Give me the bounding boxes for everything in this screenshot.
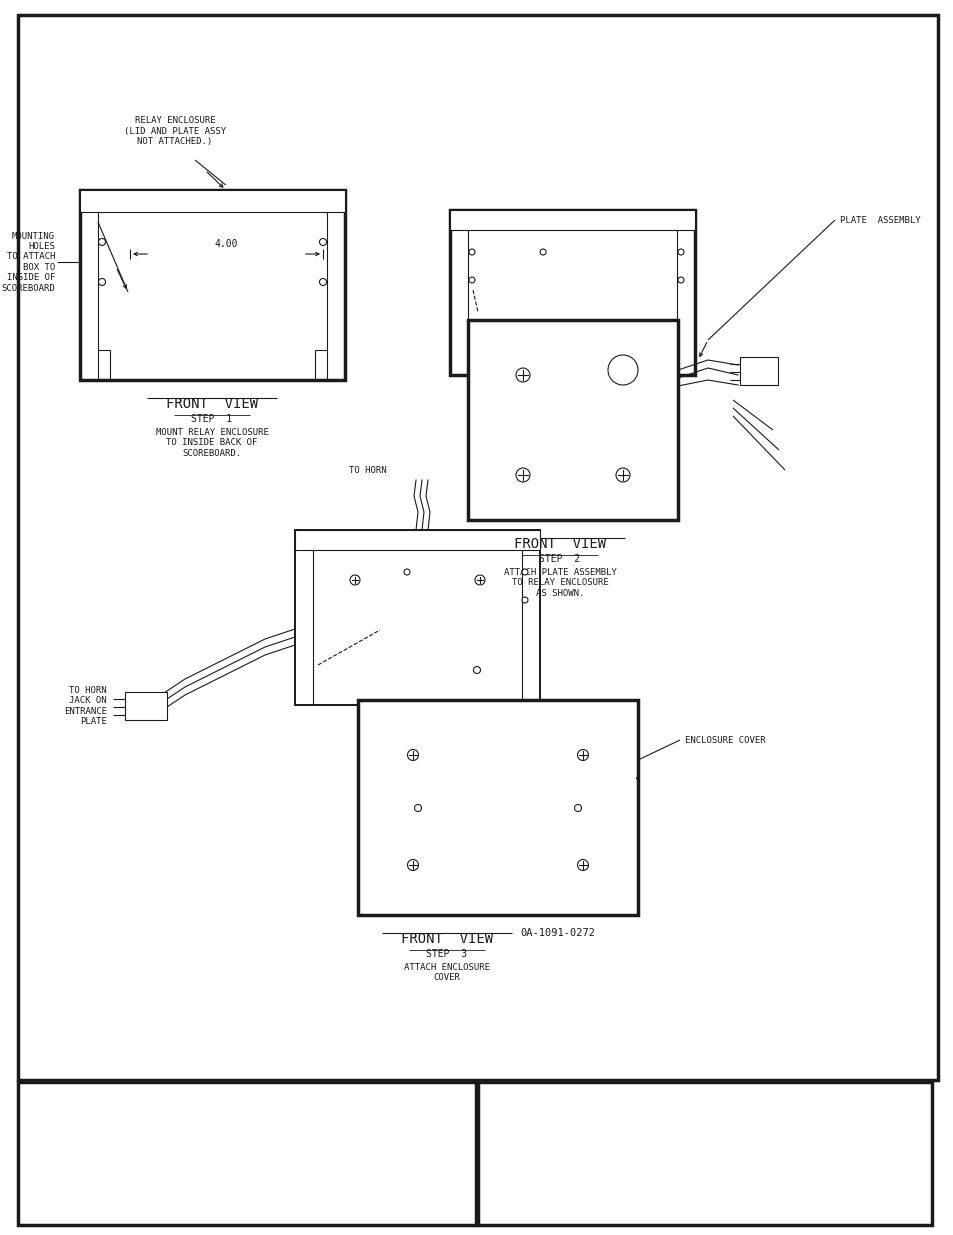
Circle shape — [607, 354, 638, 385]
Circle shape — [414, 804, 421, 811]
Text: TO HORN: TO HORN — [349, 466, 387, 474]
Circle shape — [98, 279, 106, 285]
Text: FRONT  VIEW: FRONT VIEW — [514, 537, 605, 551]
Circle shape — [539, 249, 545, 254]
Text: RELAY ENCLOSURE
(LID AND PLATE ASSY
NOT ATTACHED.): RELAY ENCLOSURE (LID AND PLATE ASSY NOT … — [124, 116, 226, 146]
Circle shape — [350, 576, 359, 585]
Circle shape — [616, 368, 629, 382]
Circle shape — [577, 750, 588, 761]
Text: STEP  2: STEP 2 — [538, 555, 580, 564]
Text: REVISION: REVISION — [482, 1179, 519, 1188]
Bar — [125, 692, 167, 720]
Bar — [477, 1082, 931, 1225]
Text: SCALE:: SCALE: — [535, 1204, 564, 1214]
Text: STEP  3: STEP 3 — [426, 948, 467, 960]
Text: OUTDOOR SCOREBOARDS: OUTDOOR SCOREBOARDS — [517, 1116, 645, 1128]
Bar — [450, 210, 695, 375]
Text: RELAY ENCLOSURE & PLATE ASSEMBLY: RELAY ENCLOSURE & PLATE ASSEMBLY — [519, 1137, 735, 1147]
Text: PROJ:: PROJ: — [482, 1118, 507, 1126]
Bar — [80, 190, 345, 380]
Text: JMOEN: JMOEN — [732, 1157, 766, 1167]
Circle shape — [319, 279, 326, 285]
Text: REV.: REV. — [21, 1207, 43, 1215]
Circle shape — [407, 860, 418, 871]
Circle shape — [678, 249, 683, 254]
Text: APPR. BY:: APPR. BY: — [535, 1179, 579, 1188]
Bar — [18, 1082, 476, 1225]
Text: APPR.: APPR. — [449, 1207, 476, 1215]
Circle shape — [469, 249, 475, 254]
Text: AMG: AMG — [422, 1149, 438, 1158]
Text: DATE:: DATE: — [822, 1157, 847, 1167]
Text: 29JUN00: 29JUN00 — [61, 1178, 99, 1187]
Circle shape — [574, 804, 581, 811]
Bar — [80, 190, 345, 212]
Circle shape — [516, 468, 530, 482]
Text: TO HORN
JACK ON
ENTRANCE
PLATE: TO HORN JACK ON ENTRANCE PLATE — [64, 685, 107, 726]
Circle shape — [521, 597, 527, 603]
Circle shape — [521, 569, 527, 576]
Text: MOUNT RELAY ENCLOSURE
TO INSIDE BACK OF
SCOREBOARD.: MOUNT RELAY ENCLOSURE TO INSIDE BACK OF … — [155, 429, 268, 458]
Bar — [357, 700, 638, 915]
Bar — [740, 357, 778, 385]
Text: MOUNTING
HOLES
TO ATTACH
BOX TO
INSIDE OF
SCOREBOARD: MOUNTING HOLES TO ATTACH BOX TO INSIDE O… — [1, 231, 55, 293]
Circle shape — [678, 277, 683, 283]
Text: 1091-R10A-86903: 1091-R10A-86903 — [700, 1182, 914, 1207]
Text: 02: 02 — [496, 1203, 511, 1215]
Text: 1: 1 — [30, 1178, 34, 1187]
Circle shape — [407, 750, 418, 761]
Text: FRONT  VIEW: FRONT VIEW — [400, 932, 493, 946]
Circle shape — [475, 576, 484, 585]
Text: DAKTRONICS, INC.  BROOKINGS, SD 57006: DAKTRONICS, INC. BROOKINGS, SD 57006 — [566, 1091, 842, 1104]
Circle shape — [98, 238, 106, 246]
Bar — [468, 320, 678, 520]
Circle shape — [516, 368, 530, 382]
Circle shape — [473, 667, 480, 673]
Text: DATE: DATE — [70, 1207, 91, 1215]
Text: 02: 02 — [27, 1149, 37, 1158]
Text: DES. BY:: DES. BY: — [482, 1157, 522, 1167]
Bar — [294, 530, 539, 550]
Text: GDB: GDB — [422, 1178, 438, 1187]
Text: 24 SEPT 96: 24 SEPT 96 — [852, 1157, 911, 1167]
Text: 1=4: 1=4 — [578, 1204, 595, 1214]
Text: 11 SEPT 06: 11 SEPT 06 — [53, 1149, 107, 1158]
Circle shape — [616, 468, 629, 482]
Text: ATTACH PLATE ASSEMBLY
TO RELAY ENCLOSURE
AS SHOWN.: ATTACH PLATE ASSEMBLY TO RELAY ENCLOSURE… — [503, 568, 616, 598]
Circle shape — [403, 569, 410, 576]
Text: BY: BY — [425, 1207, 436, 1215]
Bar — [18, 15, 937, 1079]
Bar — [450, 210, 695, 230]
Text: DESCRIPTION: DESCRIPTION — [233, 1207, 292, 1215]
Text: GENERAL REVISION: GENERAL REVISION — [115, 1178, 189, 1187]
Text: 0A-1091-0272: 0A-1091-0272 — [520, 927, 595, 939]
Text: FRONT  VIEW: FRONT VIEW — [166, 396, 258, 411]
Circle shape — [319, 238, 326, 246]
Text: 4.00: 4.00 — [214, 240, 238, 249]
Circle shape — [577, 860, 588, 871]
Bar — [294, 530, 539, 705]
Text: ENCLOSURE COVER: ENCLOSURE COVER — [684, 736, 765, 745]
Text: CHANGE 4 PIN CONNECTOR
TO 2 PIN CONNECTOR: CHANGE 4 PIN CONNECTOR TO 2 PIN CONNECTO… — [115, 1144, 216, 1163]
Text: ATTACH ENCLOSURE
COVER: ATTACH ENCLOSURE COVER — [403, 963, 490, 982]
Text: TITLE:: TITLE: — [482, 1137, 513, 1146]
Text: DRAWN BY:: DRAWN BY: — [672, 1157, 718, 1167]
Circle shape — [469, 277, 475, 283]
Text: STEP  1: STEP 1 — [192, 414, 233, 424]
Text: PLATE  ASSEMBLY: PLATE ASSEMBLY — [840, 215, 920, 225]
